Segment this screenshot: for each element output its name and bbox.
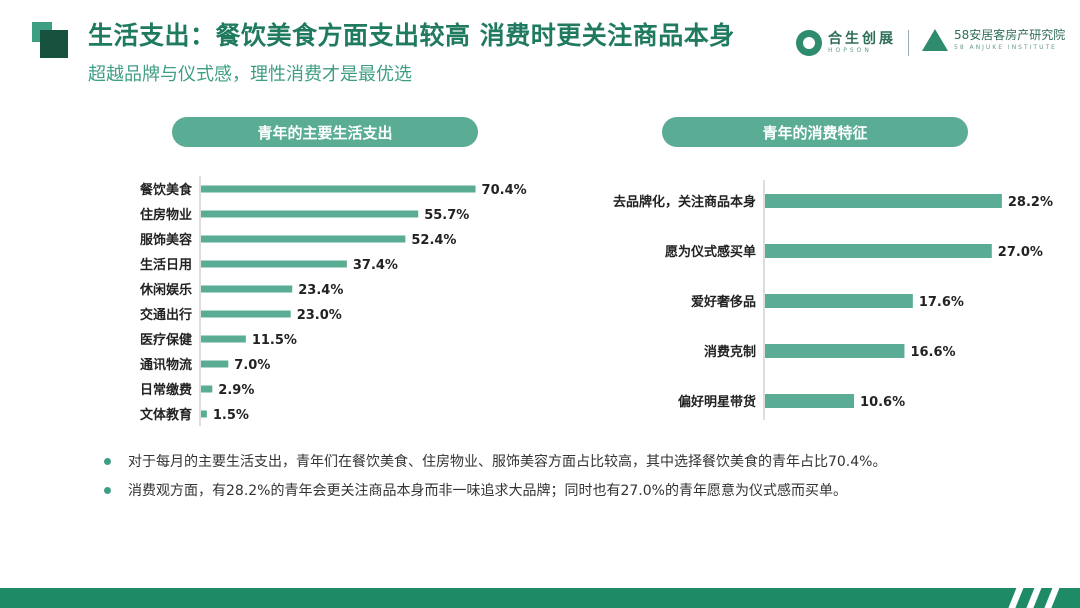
bar bbox=[201, 185, 476, 193]
category-label: 通讯物流 bbox=[140, 357, 192, 373]
note-item: 对于每月的主要生活支出，青年们在餐饮美食、住房物业、服饰美容方面占比较高，其中选… bbox=[104, 452, 1044, 472]
data-label: 23.4% bbox=[298, 283, 343, 298]
anjuke-logo-cn: 58安居客房产研究院 bbox=[954, 28, 1066, 42]
category-label: 文体教育 bbox=[140, 407, 192, 423]
note-text: 对于每月的主要生活支出，青年们在餐饮美食、住房物业、服饰美容方面占比较高，其中选… bbox=[128, 454, 887, 470]
bar bbox=[201, 235, 406, 243]
data-label: 52.4% bbox=[411, 233, 456, 248]
category-label: 休闲娱乐 bbox=[139, 282, 192, 298]
bullet-icon bbox=[104, 458, 111, 465]
data-label: 70.4% bbox=[482, 183, 527, 198]
data-label: 27.0% bbox=[998, 245, 1043, 260]
footer-stripe bbox=[1023, 588, 1044, 608]
footer-band bbox=[0, 588, 1080, 608]
data-label: 37.4% bbox=[353, 258, 398, 273]
anjuke-logo: 58安居客房产研究院 58 ANJUKE INSTITUTE bbox=[922, 28, 1065, 52]
note-text: 消费观方面，有28.2%的青年会更关注商品本身而非一味追求大品牌；同时也有27.… bbox=[128, 483, 847, 499]
bar bbox=[201, 335, 246, 343]
category-label: 住房物业 bbox=[140, 207, 192, 223]
anjuke-logo-en: 58 ANJUKE INSTITUTE bbox=[954, 44, 1057, 51]
bar bbox=[765, 344, 905, 358]
data-label: 11.5% bbox=[252, 333, 297, 348]
data-label: 23.0% bbox=[297, 308, 342, 323]
hopson-logo-cn: 合生创展 bbox=[828, 30, 896, 47]
hopson-logo-en: HOPSON bbox=[828, 46, 872, 54]
bar bbox=[201, 310, 291, 318]
bar bbox=[765, 294, 913, 308]
category-label: 愿为仪式感买单 bbox=[665, 244, 756, 260]
footer-stripe bbox=[1005, 588, 1026, 608]
bullet-icon bbox=[104, 487, 111, 494]
category-label: 去品牌化，关注商品本身 bbox=[613, 194, 756, 210]
bar bbox=[201, 285, 293, 293]
category-label: 消费克制 bbox=[704, 344, 756, 360]
data-label: 10.6% bbox=[860, 395, 905, 410]
left-chart-title: 青年的主要生活支出 bbox=[172, 117, 478, 147]
logo-divider bbox=[908, 30, 909, 56]
page-subtitle: 超越品牌与仪式感，理性消费才是最优选 bbox=[88, 64, 412, 85]
decor-square-dark bbox=[40, 30, 68, 58]
category-label: 医疗保健 bbox=[140, 332, 192, 348]
hopson-logo: 合生创展 HOPSON bbox=[796, 30, 896, 56]
bar bbox=[201, 210, 419, 218]
data-label: 16.6% bbox=[910, 345, 955, 360]
category-label: 日常缴费 bbox=[140, 382, 192, 398]
data-label: 7.0% bbox=[234, 358, 270, 373]
bar bbox=[201, 260, 347, 268]
category-label: 爱好奢侈品 bbox=[691, 294, 756, 310]
bar bbox=[201, 360, 229, 368]
bar bbox=[765, 394, 855, 408]
data-label: 55.7% bbox=[424, 208, 469, 223]
anjuke-mark-icon bbox=[922, 29, 948, 51]
notes: 对于每月的主要生活支出，青年们在餐饮美食、住房物业、服饰美容方面占比较高，其中选… bbox=[104, 452, 1044, 510]
bar bbox=[765, 244, 992, 258]
category-label: 偏好明星带货 bbox=[678, 394, 756, 410]
bar bbox=[765, 194, 1002, 208]
category-label: 服饰美容 bbox=[140, 232, 192, 248]
category-label: 生活日用 bbox=[140, 257, 192, 273]
page-title: 生活支出：餐饮美食方面支出较高 消费时更关注商品本身 bbox=[88, 21, 735, 50]
category-label: 交通出行 bbox=[140, 307, 192, 323]
right-chart-title: 青年的消费特征 bbox=[662, 117, 968, 147]
bar bbox=[201, 410, 207, 418]
data-label: 1.5% bbox=[213, 408, 249, 423]
category-label: 餐饮美食 bbox=[139, 182, 193, 198]
data-label: 2.9% bbox=[218, 383, 254, 398]
footer-stripe bbox=[1041, 588, 1062, 608]
hopson-mark-icon bbox=[796, 30, 822, 56]
data-label: 28.2% bbox=[1008, 195, 1053, 210]
bar bbox=[201, 385, 213, 393]
data-label: 17.6% bbox=[919, 295, 964, 310]
note-item: 消费观方面，有28.2%的青年会更关注商品本身而非一味追求大品牌；同时也有27.… bbox=[104, 481, 1044, 501]
